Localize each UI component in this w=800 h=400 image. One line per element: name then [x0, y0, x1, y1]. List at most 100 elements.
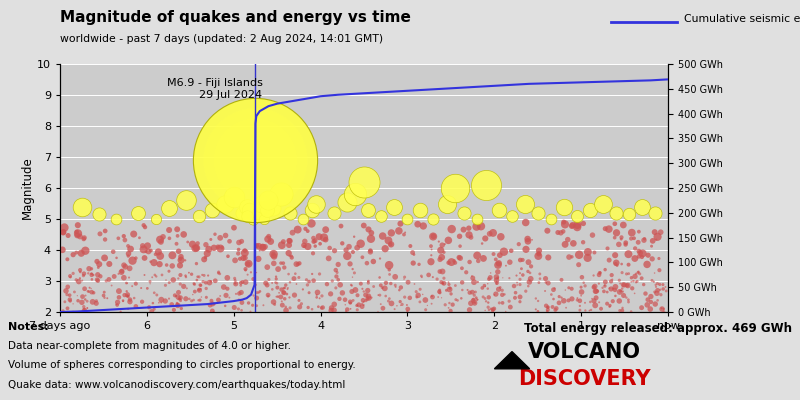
Point [455, 295, 468, 302]
Point [490, 280, 503, 286]
Point [252, 210, 265, 216]
Point [422, 272, 435, 278]
Point [541, 228, 554, 234]
Point [270, 280, 283, 286]
Point [121, 280, 134, 286]
Point [382, 262, 395, 268]
Point [100, 278, 113, 284]
Point [509, 290, 522, 296]
Point [139, 248, 152, 255]
Point [85, 285, 98, 292]
Point [214, 271, 226, 277]
Point [182, 239, 194, 245]
Point [419, 297, 432, 303]
Point [346, 266, 359, 272]
Point [538, 288, 551, 294]
Point [271, 294, 284, 300]
Point [434, 256, 446, 263]
Point [314, 295, 326, 302]
Point [236, 210, 249, 216]
Point [514, 298, 526, 305]
Point [555, 294, 568, 301]
Point [278, 285, 290, 291]
Point [415, 274, 428, 280]
Point [638, 237, 650, 244]
Point [616, 307, 629, 314]
Point [178, 283, 190, 290]
Point [187, 280, 200, 287]
Point [651, 287, 664, 294]
Point [471, 279, 484, 285]
Point [136, 242, 149, 249]
Point [113, 294, 126, 300]
Point [622, 299, 635, 305]
Point [593, 299, 606, 306]
Point [98, 289, 110, 295]
Point [268, 301, 281, 308]
Point [525, 263, 538, 270]
Point [562, 297, 575, 304]
Point [249, 282, 262, 288]
Point [189, 245, 202, 252]
Point [83, 284, 96, 291]
Point [443, 300, 456, 306]
Point [470, 294, 482, 301]
Point [310, 292, 323, 298]
Point [496, 292, 509, 298]
Point [654, 292, 667, 298]
Point [416, 291, 429, 298]
Point [421, 302, 434, 309]
Point [530, 306, 542, 312]
Point [638, 236, 651, 242]
Point [233, 296, 246, 303]
Point [617, 282, 630, 288]
Point [279, 304, 292, 310]
Point [551, 229, 564, 236]
Point [494, 284, 506, 291]
Point [330, 267, 342, 273]
Point [396, 301, 409, 308]
Point [613, 298, 626, 304]
Point [362, 206, 374, 213]
Point [82, 288, 95, 295]
Point [425, 258, 438, 265]
Point [446, 302, 459, 308]
Point [426, 274, 439, 280]
Point [212, 297, 225, 303]
Point [598, 266, 611, 273]
Point [351, 306, 364, 313]
Point [206, 206, 218, 213]
Point [531, 308, 544, 314]
Point [508, 283, 521, 289]
Point [149, 251, 162, 258]
Point [490, 256, 502, 262]
Point [87, 290, 100, 296]
Point [458, 210, 470, 216]
Point [283, 253, 296, 259]
Point [490, 280, 503, 287]
Point [332, 261, 345, 268]
Point [463, 307, 476, 313]
Point [382, 237, 395, 244]
Point [490, 278, 502, 285]
Point [616, 305, 629, 311]
Point [406, 249, 419, 256]
Point [141, 242, 154, 249]
Point [427, 233, 440, 240]
Point [249, 157, 262, 163]
Point [63, 292, 76, 298]
Point [138, 255, 151, 261]
Point [142, 304, 155, 310]
Point [454, 243, 466, 249]
Point [215, 244, 228, 251]
Point [128, 295, 141, 301]
Point [144, 258, 157, 265]
Point [478, 307, 491, 314]
Point [454, 255, 466, 261]
Point [190, 277, 203, 283]
Point [574, 284, 587, 290]
Point [203, 280, 216, 286]
Point [496, 300, 509, 306]
Point [383, 296, 396, 302]
Point [558, 241, 571, 248]
